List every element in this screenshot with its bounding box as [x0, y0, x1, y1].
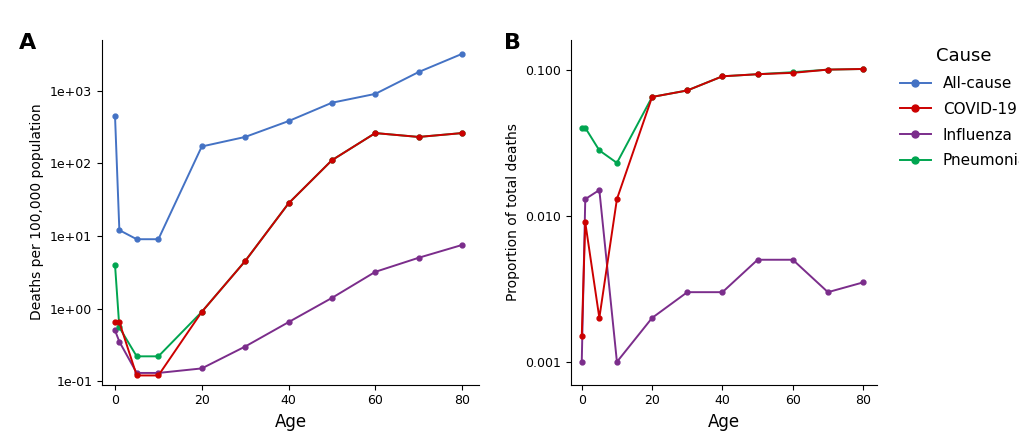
Text: B: B — [503, 33, 521, 53]
Text: A: A — [19, 33, 37, 53]
Legend: All-cause, COVID-19, Influenza, Pneumonia: All-cause, COVID-19, Influenza, Pneumoni… — [899, 47, 1019, 168]
Y-axis label: Proportion of total deaths: Proportion of total deaths — [505, 123, 520, 301]
Y-axis label: Deaths per 100,000 population: Deaths per 100,000 population — [31, 104, 45, 320]
X-axis label: Age: Age — [707, 413, 740, 431]
X-axis label: Age: Age — [274, 413, 307, 431]
